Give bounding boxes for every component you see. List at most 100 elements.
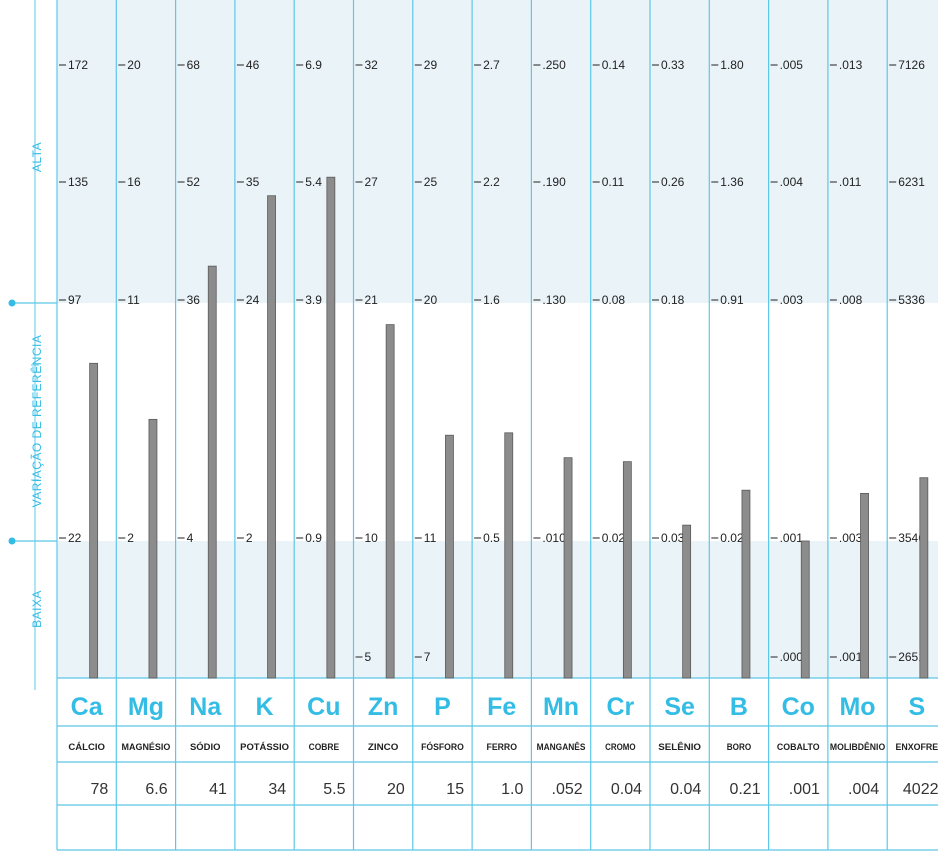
tick-label: .005: [780, 58, 804, 72]
bar-p: [445, 434, 454, 679]
tick-label: 172: [68, 58, 88, 72]
tick-label: 0.14: [602, 58, 626, 72]
data-label: 20: [387, 781, 405, 798]
data-label: .052: [552, 781, 583, 798]
tick-label: .008: [839, 293, 863, 307]
element-symbol: Na: [189, 693, 222, 721]
tick-label: 5.4: [305, 175, 322, 189]
tick-label: 0.03: [661, 531, 685, 545]
tick-label: .130: [542, 293, 566, 307]
side-axis: ALTA VARIAÇÃO DE REFERÊNCIA BAIXA: [8, 0, 57, 690]
tick-label: 11: [127, 293, 140, 307]
data-label: .001: [789, 781, 820, 798]
tick-label: 0.08: [602, 293, 626, 307]
tick-label: 46: [246, 58, 260, 72]
tick-label: 0.11: [602, 175, 625, 189]
tick-label: 6.9: [305, 58, 322, 72]
element-symbol: Cu: [307, 693, 340, 721]
tick-label: 20: [127, 58, 141, 72]
tick-label: 22: [68, 531, 82, 545]
tick-label: 29: [424, 58, 438, 72]
bar-zn: [385, 324, 395, 679]
tick-label: 36: [187, 293, 201, 307]
tick-label: 97: [68, 293, 82, 307]
element-symbol: Co: [782, 693, 815, 721]
tick-label: 5336: [898, 293, 925, 307]
tick-label: 0.91: [720, 293, 744, 307]
element-symbol: Zn: [368, 693, 399, 721]
tick-label: 2: [127, 531, 134, 545]
bar-fe: [504, 432, 514, 679]
bar-b: [741, 489, 751, 679]
element-name: ZINCO: [368, 742, 399, 752]
bar-s: [919, 477, 929, 679]
tick-label: 2.2: [483, 175, 500, 189]
tick-label: 1.80: [720, 58, 744, 72]
bar-co: [800, 540, 810, 679]
element-symbol: Mg: [128, 693, 164, 721]
element-name: MAGNÉSIO: [122, 742, 171, 752]
tick-label: .003: [839, 531, 863, 545]
element-name: CÁLCIO: [68, 742, 105, 752]
tick-label: 7126: [898, 58, 925, 72]
tick-label: 6231: [898, 175, 925, 189]
tick-label: .001: [839, 650, 863, 664]
tick-label: 3546: [898, 531, 925, 545]
element-name: FERRO: [487, 742, 518, 752]
element-name: SÓDIO: [190, 741, 221, 752]
bar-mg: [148, 418, 158, 679]
tick-label: 0.02: [720, 531, 744, 545]
element-name: POTÁSSIO: [240, 742, 289, 752]
data-label: 34: [268, 781, 286, 798]
tick-label: 52: [187, 175, 201, 189]
data-label: 6.6: [145, 781, 167, 798]
bar-k: [267, 195, 276, 679]
marker-bottom-dot: [8, 537, 16, 545]
tick-label: 1.6: [483, 293, 500, 307]
data-label: 4022: [903, 781, 938, 798]
data-label: 0.21: [729, 781, 760, 798]
data-label: 0.04: [611, 781, 642, 798]
element-symbol: K: [256, 693, 274, 721]
tick-label: 16: [127, 175, 141, 189]
element-symbol: Mn: [543, 693, 579, 721]
tick-label: 2: [246, 531, 253, 545]
data-label: 15: [446, 781, 464, 798]
element-name: SELÊNIO: [658, 741, 701, 752]
tick-label: 11: [424, 531, 437, 545]
element-symbol: B: [730, 693, 748, 721]
data-label: 41: [209, 781, 227, 798]
tick-label: .004: [780, 175, 804, 189]
bar-mn: [563, 457, 573, 679]
tick-label: 68: [187, 58, 201, 72]
bar-cr: [622, 461, 632, 679]
element-name: MANGANÊS: [537, 741, 586, 752]
tick-label: 0.26: [661, 175, 685, 189]
element-name: COBALTO: [777, 742, 820, 752]
tick-label: 24: [246, 293, 260, 307]
tick-label: 1.36: [720, 175, 744, 189]
element-symbol: Fe: [487, 693, 516, 721]
tick-label: 32: [365, 58, 379, 72]
tick-label: .000: [780, 650, 804, 664]
tick-label: 10: [365, 531, 379, 545]
data-label: 5.5: [323, 781, 345, 798]
bar-cu: [326, 176, 336, 679]
element-name: BORO: [727, 742, 751, 752]
tick-label: 3.9: [305, 293, 322, 307]
data-label: 0.04: [670, 781, 701, 798]
data-label: .004: [848, 781, 879, 798]
tick-label: 27: [365, 175, 379, 189]
marker-top-dot: [8, 299, 16, 307]
tick-label: 2.7: [483, 58, 500, 72]
category-labels: Ca CÁLCIO 78 Mg MAGNÉSIO 6.6 Na SÓDIO 41 K POTÁSSI…: [68, 693, 938, 798]
tick-label: 20: [424, 293, 438, 307]
bar-ca: [89, 362, 99, 679]
element-symbol: S: [909, 693, 926, 721]
element-name: CROMO: [605, 742, 636, 752]
tick-label: .013: [839, 58, 863, 72]
data-label: 1.0: [501, 781, 523, 798]
element-symbol: Mo: [839, 693, 875, 721]
tick-label: 2651: [898, 650, 925, 664]
